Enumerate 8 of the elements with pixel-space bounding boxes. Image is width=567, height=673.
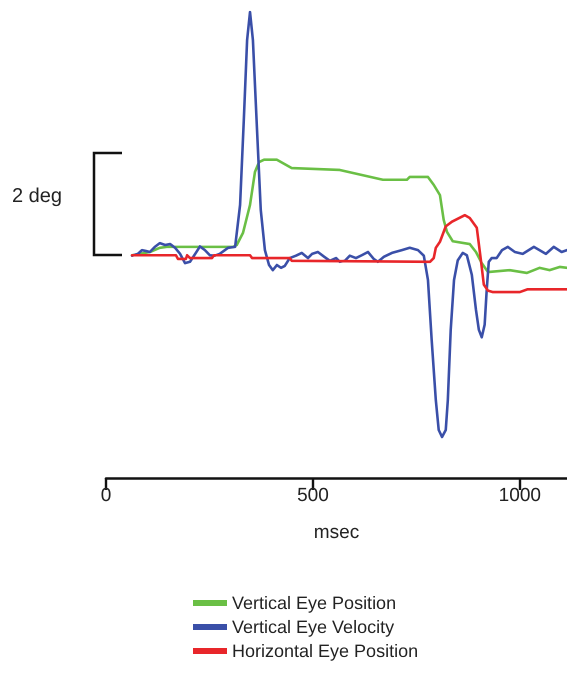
- x-tick-label: 500: [297, 485, 329, 506]
- x-axis-title: msec: [314, 522, 360, 543]
- x-tick-label: 0: [100, 485, 112, 506]
- legend-label: Horizontal Eye Position: [232, 641, 418, 661]
- text: 2 deg: [12, 185, 62, 208]
- x-tick-label: 1000: [498, 485, 541, 506]
- legend-label: Vertical Eye Position: [232, 593, 396, 613]
- legend-label: Vertical Eye Velocity: [232, 617, 394, 637]
